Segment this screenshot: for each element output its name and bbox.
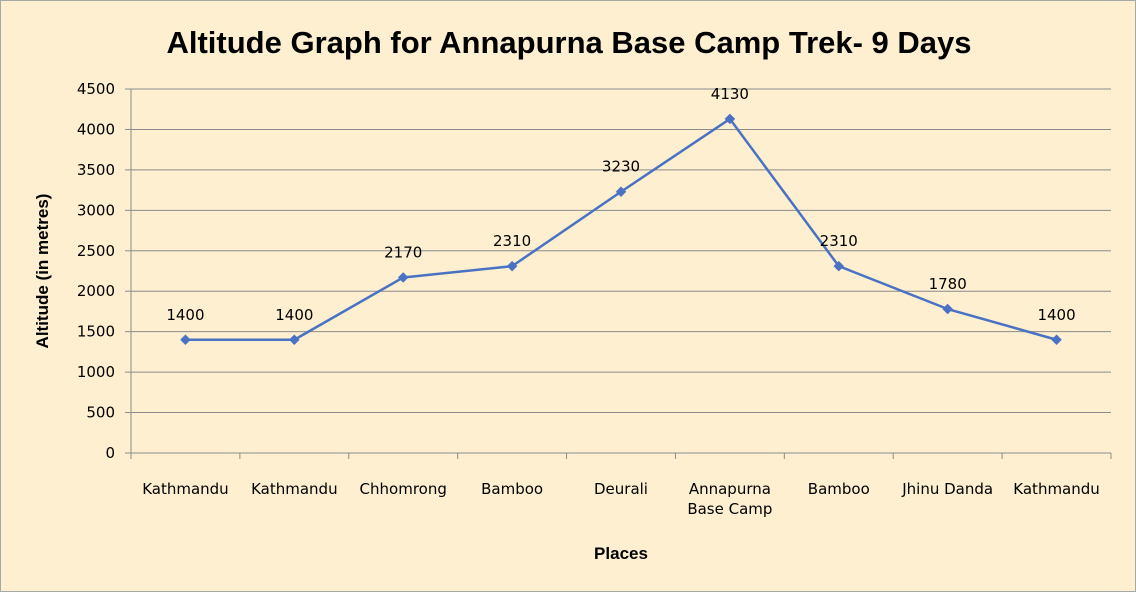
- x-tick-label: Chhomrong: [360, 480, 447, 498]
- y-tick-label: 3000: [77, 201, 115, 219]
- data-point-marker: [615, 186, 627, 198]
- x-tick-label: Kathmandu: [142, 480, 229, 498]
- data-label: 2310: [493, 232, 531, 250]
- data-label: 3230: [602, 158, 640, 176]
- data-label: 1400: [275, 306, 313, 324]
- data-point-marker: [397, 272, 409, 283]
- data-point-marker: [942, 303, 954, 315]
- gridlines: [131, 88, 1111, 414]
- x-tick-label: Kathmandu: [251, 480, 338, 498]
- y-tick-label: 3500: [77, 161, 115, 179]
- data-point-marker: [1051, 334, 1062, 346]
- y-tick-label: 500: [86, 404, 115, 422]
- data-label: 1400: [166, 306, 204, 324]
- data-label: 1400: [1037, 306, 1075, 324]
- data-labels: 1400 1400 2170 2310 3230 4130 2310 1780 1400: [166, 85, 1075, 324]
- x-tick-label: Jhinu Danda: [901, 480, 993, 498]
- y-tick-label: 1500: [77, 323, 115, 341]
- y-tick-label: 4500: [77, 80, 115, 98]
- axes: [125, 88, 1112, 459]
- y-tick-labels: 0 500 1000 1500 2000 2500 3000 3500 4000 4500: [77, 80, 115, 462]
- data-point-marker: [288, 334, 300, 346]
- series-line: [185, 117, 1057, 342]
- x-tick-labels: Kathmandu Kathmandu Chhomrong Bamboo Deurali…: [142, 480, 1100, 518]
- y-tick-label: 2000: [77, 282, 115, 300]
- y-tick-label: 4000: [77, 120, 115, 138]
- data-label: 2170: [384, 243, 422, 261]
- x-tick-label: Deurali: [594, 480, 648, 498]
- data-point-marker: [506, 260, 518, 272]
- data-label: 2310: [820, 232, 858, 250]
- data-label: 4130: [711, 85, 749, 103]
- data-label: 1780: [929, 275, 967, 293]
- data-point-marker: [724, 113, 736, 125]
- y-tick-label: 2500: [77, 242, 115, 260]
- x-axis-label: Places: [594, 544, 648, 563]
- series-altitude: [180, 113, 1062, 346]
- data-point-marker: [180, 334, 191, 346]
- x-tick-label: Bamboo: [808, 480, 870, 498]
- y-axis-label: Altitude (in metres): [33, 194, 52, 349]
- x-tick-label: Annapurna Base Camp: [687, 480, 772, 518]
- x-tick-label: Bamboo: [481, 480, 543, 498]
- data-point-marker: [833, 260, 845, 272]
- x-tick-label: Kathmandu: [1013, 480, 1100, 498]
- y-tick-label: 1000: [77, 363, 115, 381]
- y-tick-label: 0: [105, 444, 115, 462]
- chart-title: Altitude Graph for Annapurna Base Camp T…: [166, 25, 971, 60]
